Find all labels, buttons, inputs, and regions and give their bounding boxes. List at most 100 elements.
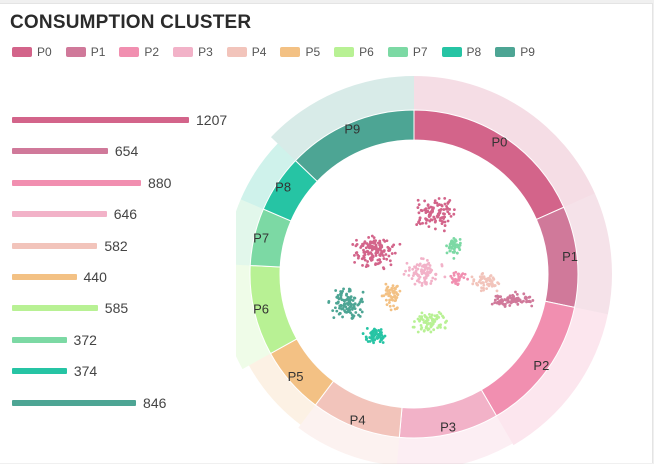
scatter-point-p2 — [454, 282, 457, 285]
scatter-point-p0 — [366, 250, 369, 254]
scatter-point-p9 — [339, 296, 343, 300]
scatter-point-p0 — [366, 260, 369, 263]
scatter-point-p0 — [372, 247, 376, 250]
scatter-point-p3 — [424, 272, 428, 276]
scatter-point-p3 — [414, 271, 418, 274]
scatter-point-p0 — [393, 251, 397, 255]
scatter-point-p7 — [452, 244, 456, 248]
scatter-point-p0 — [369, 251, 373, 255]
scatter-point-p1 — [522, 292, 526, 296]
scatter-point-p1 — [517, 299, 520, 303]
scatter-point-p0 — [376, 251, 380, 254]
scatter-point-p9 — [341, 315, 344, 319]
legend-item-p9[interactable]: P9 — [495, 45, 535, 59]
scatter-point-p1 — [494, 294, 498, 298]
scatter-point-p8 — [361, 332, 365, 335]
bar[interactable] — [12, 179, 142, 186]
scatter-point-p0 — [439, 216, 442, 220]
legend-swatch — [280, 47, 301, 57]
legend-item-p6[interactable]: P6 — [334, 45, 374, 59]
scatter-point-p1 — [490, 302, 494, 306]
scatter-point-p0 — [382, 238, 386, 242]
bar[interactable] — [12, 274, 77, 280]
ring-outer-band-p4 — [298, 405, 400, 464]
ring-outer-band-p1 — [563, 193, 612, 315]
legend-item-p1[interactable]: P1 — [65, 45, 105, 59]
bar[interactable] — [12, 211, 107, 218]
scatter-point-p6 — [429, 330, 433, 334]
scatter-point-p0 — [423, 208, 427, 211]
scatter-point-p8 — [365, 327, 369, 330]
scatter-point-p7 — [452, 256, 456, 260]
bar[interactable] — [12, 305, 98, 312]
scatter-point-p9 — [341, 306, 345, 310]
scatter-point-p4 — [482, 281, 485, 285]
scatter-point-p4 — [491, 282, 494, 286]
scatter-point-p3 — [423, 280, 427, 284]
scatter-point-p0 — [439, 207, 443, 211]
scatter-point-p6 — [424, 321, 428, 325]
scatter-point-p3 — [416, 267, 420, 271]
scatter-point-p6 — [438, 324, 442, 328]
scatter-point-p2 — [460, 273, 464, 277]
bar-value-label: 374 — [73, 363, 98, 380]
scatter-point-p4 — [471, 282, 475, 286]
scatter-point-p1 — [499, 295, 503, 299]
legend-item-p3[interactable]: P3 — [173, 45, 213, 59]
scatter-point-p0 — [366, 244, 370, 248]
scatter-point-p6 — [441, 314, 444, 318]
scatter-point-p9 — [348, 305, 352, 309]
bar[interactable] — [12, 242, 98, 249]
scatter-point-p0 — [417, 221, 420, 224]
scatter-point-p0 — [360, 244, 363, 248]
bar[interactable] — [12, 117, 189, 123]
scatter-point-p3 — [404, 269, 408, 273]
scatter-point-p0 — [385, 239, 389, 243]
bar[interactable] — [12, 336, 67, 343]
scatter-point-p9 — [327, 301, 331, 304]
scatter-point-p7 — [448, 242, 452, 246]
scatter-point-p0 — [363, 253, 367, 257]
scatter-point-p9 — [343, 302, 347, 306]
scatter-point-p9 — [342, 287, 345, 291]
legend-label: P0 — [37, 45, 52, 59]
legend-item-p4[interactable]: P4 — [226, 45, 266, 59]
legend-item-p5[interactable]: P5 — [280, 45, 320, 59]
scatter-point-p9 — [338, 311, 342, 315]
legend-item-p7[interactable]: P7 — [387, 45, 428, 59]
scatter-point-p9 — [332, 316, 336, 320]
bar[interactable] — [12, 399, 137, 406]
scatter-point-p0 — [441, 220, 445, 224]
scatter-point-p4 — [490, 284, 494, 288]
bar[interactable] — [12, 148, 108, 155]
scatter-point-p0 — [449, 214, 453, 218]
scatter-point-p5 — [382, 294, 386, 298]
legend-item-p8[interactable]: P8 — [441, 45, 481, 59]
scatter-point-p0 — [361, 264, 364, 267]
scatter-point-p0 — [388, 248, 392, 252]
scatter-point-p1 — [498, 299, 502, 303]
scatter-point-p5 — [396, 293, 400, 296]
legend-item-p0[interactable]: P0 — [12, 45, 52, 59]
ring-outer-band-p2 — [496, 307, 608, 446]
scatter-point-p3 — [422, 276, 426, 280]
scatter-point-p0 — [424, 221, 428, 225]
scatter-point-p7 — [452, 247, 456, 251]
ring-segment-p9[interactable] — [294, 109, 415, 183]
scatter-point-p7 — [454, 238, 457, 242]
scatter-point-p0 — [433, 199, 437, 203]
scatter-point-p7 — [448, 245, 452, 248]
scatter-point-p1 — [506, 300, 509, 304]
scatter-point-p9 — [361, 290, 365, 294]
bar-value-label: 646 — [113, 206, 138, 223]
scatter-point-p9 — [360, 297, 364, 301]
scatter-point-p0 — [364, 246, 368, 250]
legend-swatch — [387, 47, 408, 57]
ring-outer-band-p5 — [248, 353, 316, 425]
legend-item-p2[interactable]: P2 — [119, 45, 159, 59]
scatter-point-p5 — [398, 289, 402, 293]
scatter-point-p1 — [508, 295, 512, 299]
scatter-point-p4 — [477, 280, 481, 284]
bar[interactable] — [12, 368, 67, 375]
scatter-point-p2 — [452, 271, 456, 275]
